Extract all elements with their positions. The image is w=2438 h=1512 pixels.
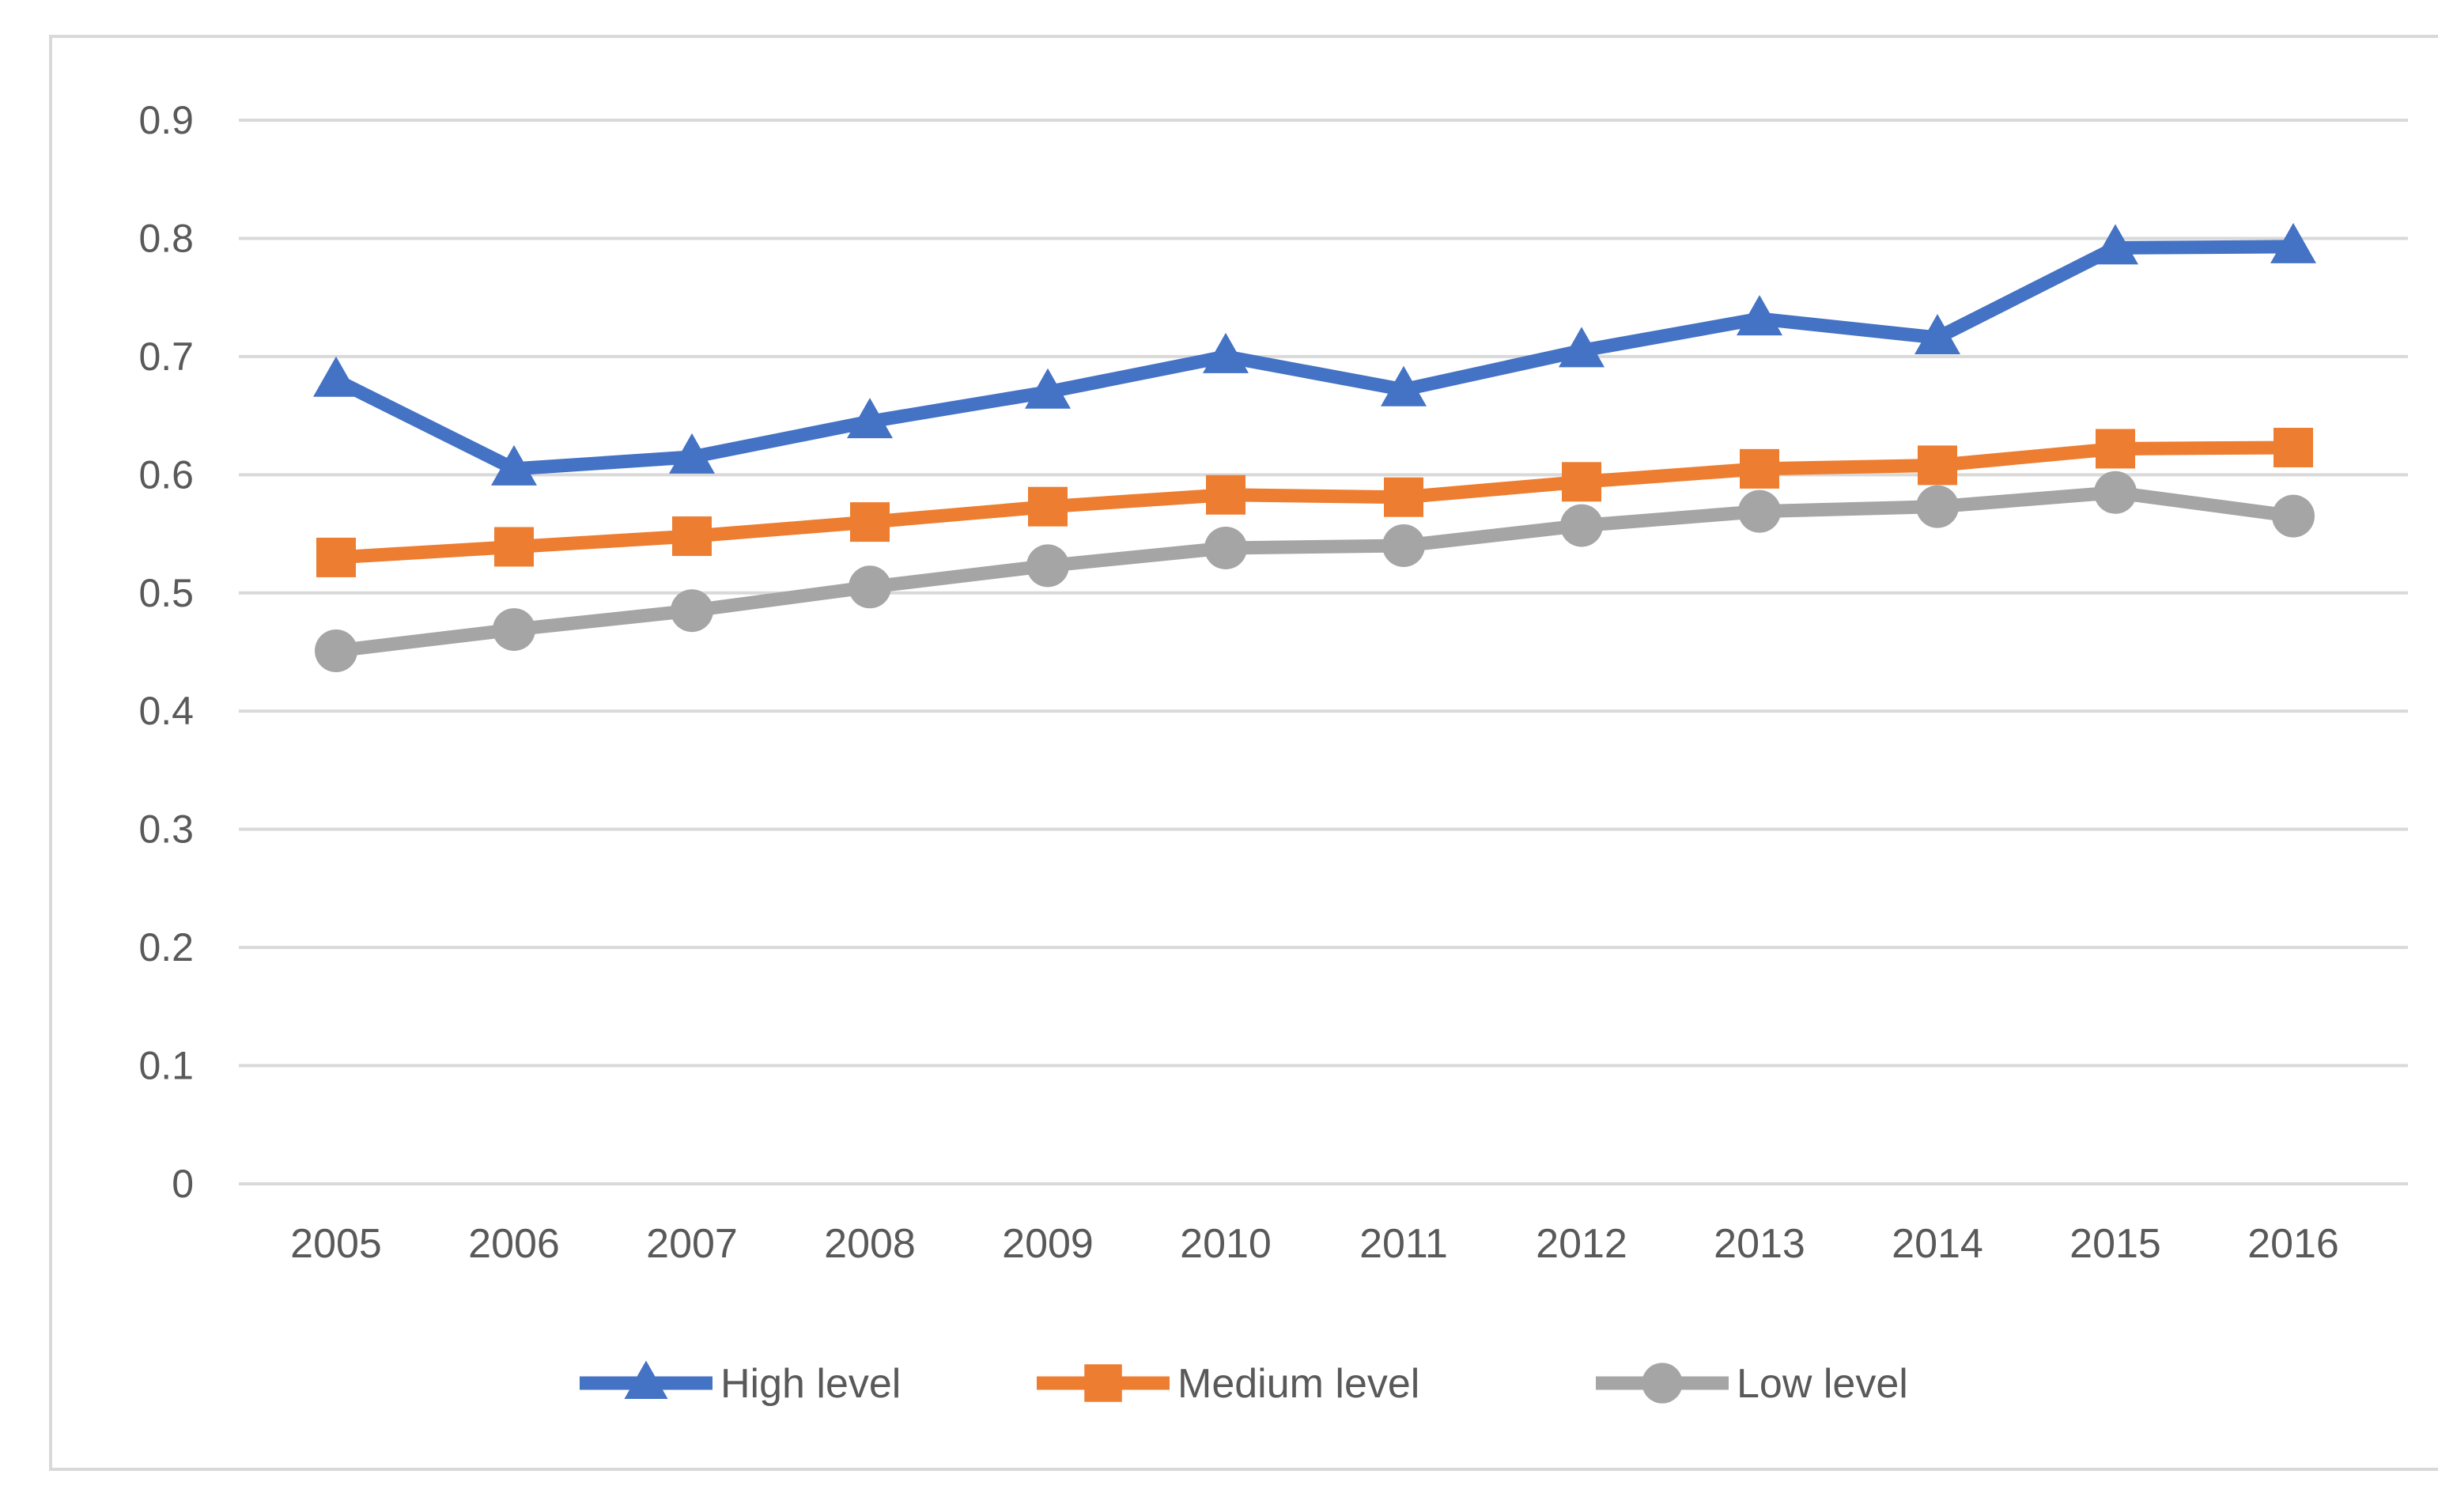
- legend-label: Low level: [1737, 1361, 1908, 1407]
- x-axis-tick-label: 2006: [468, 1221, 560, 1267]
- circle-marker: [1026, 544, 1069, 588]
- triangle-marker: [1025, 368, 1071, 409]
- legend-label: Medium level: [1177, 1361, 1419, 1407]
- y-axis-tick-label: 0.7: [138, 335, 194, 379]
- x-axis-tick-label: 2014: [1892, 1221, 1983, 1267]
- y-axis-tick-label: 0.6: [138, 452, 194, 497]
- triangle-marker: [313, 356, 359, 397]
- circle-marker: [2094, 471, 2137, 514]
- legend-item-low-level: Low level: [1596, 1361, 1908, 1407]
- series-high-level: [313, 222, 2316, 486]
- square-marker: [1384, 477, 1423, 517]
- x-axis-tick-label: 2010: [1180, 1221, 1272, 1267]
- triangle-marker: [2092, 224, 2138, 265]
- line-chart-figure: 0 0.1 0.2 0.3 0.4 0.5 0.6 0.7 0.8 0.9 2005 2006 2007…: [32, 13, 2438, 1499]
- circle-marker: [1642, 1363, 1683, 1404]
- circle-marker: [1916, 485, 1959, 528]
- circle-marker: [1560, 504, 1603, 547]
- circle-marker: [849, 565, 891, 609]
- chart-border: [49, 35, 2438, 1471]
- series-line: [329, 440, 2300, 565]
- triangle-marker: [2270, 222, 2316, 263]
- square-marker: [1206, 474, 1245, 515]
- y-axis-tick-label: 0.2: [138, 925, 194, 970]
- circle-marker: [1204, 526, 1247, 569]
- x-axis-tick-label: 2011: [1359, 1221, 1448, 1267]
- y-axis-tick-label: 0.8: [138, 216, 194, 260]
- circle-marker: [1738, 490, 1781, 533]
- circle-marker: [315, 629, 357, 673]
- triangle-marker: [847, 398, 893, 439]
- y-axis-tick-label: 0: [172, 1162, 194, 1206]
- line-chart-canvas: 0 0.1 0.2 0.3 0.4 0.5 0.6 0.7 0.8 0.9 2005 2006 2007…: [49, 35, 2438, 1471]
- legend-item-high-level: High level: [580, 1360, 901, 1407]
- x-axis-tick-label: 2016: [2247, 1221, 2339, 1267]
- square-marker: [494, 527, 534, 567]
- triangle-marker: [1559, 327, 1605, 368]
- series-line: [329, 240, 2300, 476]
- triangle-marker: [1914, 313, 1960, 354]
- x-axis-tick-label: 2007: [646, 1221, 738, 1267]
- square-marker: [2096, 429, 2135, 469]
- square-marker: [672, 516, 712, 557]
- square-marker: [1740, 448, 1779, 489]
- y-axis-tick-label: 0.9: [138, 98, 194, 142]
- series-medium-level: [316, 427, 2313, 577]
- circle-marker: [2272, 494, 2315, 538]
- x-axis-tick-label: 2008: [824, 1221, 916, 1267]
- chart-legend: High level Medium level Low level: [580, 1360, 1908, 1407]
- legend-label: High level: [720, 1361, 901, 1407]
- y-axis-tick-label: 0.3: [138, 807, 194, 852]
- triangle-marker: [1203, 332, 1249, 373]
- x-axis-tick-label: 2012: [1536, 1221, 1627, 1267]
- x-axis-tick-label: 2005: [290, 1221, 382, 1267]
- series-line: [329, 486, 2300, 658]
- triangle-marker: [624, 1360, 668, 1399]
- triangle-marker: [669, 433, 715, 474]
- y-axis-tick-label: 0.1: [138, 1044, 194, 1088]
- triangle-marker: [1381, 365, 1427, 406]
- circle-marker: [671, 589, 713, 633]
- square-marker: [850, 502, 890, 542]
- x-axis-tick-label: 2015: [2069, 1221, 2161, 1267]
- square-marker: [1084, 1364, 1122, 1402]
- x-axis-tick-label: 2009: [1002, 1221, 1094, 1267]
- square-marker: [1562, 462, 1601, 502]
- triangle-marker: [491, 444, 537, 486]
- y-axis-tick-label: 0.5: [138, 571, 194, 615]
- square-marker: [1918, 445, 1957, 486]
- square-marker: [1028, 486, 1068, 527]
- x-axis-tick-label: 2013: [1714, 1221, 1805, 1267]
- series-low-level: [315, 471, 2315, 673]
- y-axis-tick-label: 0.4: [138, 689, 194, 733]
- circle-marker: [1382, 524, 1425, 567]
- square-marker: [2274, 427, 2313, 467]
- legend-item-medium-level: Medium level: [1037, 1361, 1419, 1407]
- triangle-marker: [1737, 295, 1782, 336]
- square-marker: [316, 537, 356, 577]
- circle-marker: [493, 608, 535, 652]
